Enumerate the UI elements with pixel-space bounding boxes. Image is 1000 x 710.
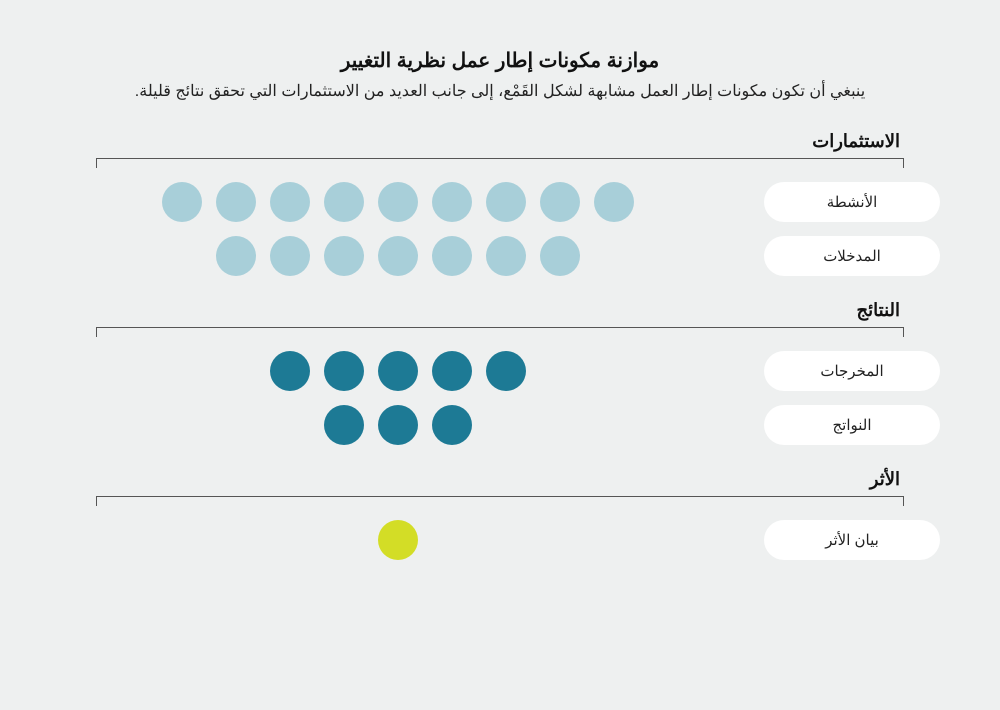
dot bbox=[486, 236, 526, 276]
dot bbox=[432, 405, 472, 445]
dot bbox=[324, 236, 364, 276]
funnel-row: المخرجات bbox=[60, 351, 940, 391]
dot-area bbox=[60, 236, 736, 276]
dot bbox=[378, 236, 418, 276]
dot bbox=[270, 236, 310, 276]
row-label-pill: بيان الأثر bbox=[764, 520, 940, 560]
funnel-diagram: الاستثمارات الأنشطة المدخلات النتائج المخرجا… bbox=[60, 131, 940, 560]
dot bbox=[216, 236, 256, 276]
dot bbox=[432, 236, 472, 276]
dot bbox=[324, 182, 364, 222]
dot-area bbox=[60, 405, 736, 445]
funnel-row: المدخلات bbox=[60, 236, 940, 276]
section-bracket bbox=[96, 158, 904, 168]
dot bbox=[432, 182, 472, 222]
section: الاستثمارات الأنشطة المدخلات bbox=[60, 131, 940, 276]
funnel-row: النواتج bbox=[60, 405, 940, 445]
section-bracket bbox=[96, 327, 904, 337]
dot bbox=[324, 351, 364, 391]
dot bbox=[270, 351, 310, 391]
section: النتائج المخرجات النواتج bbox=[60, 300, 940, 445]
section-label: النتائج bbox=[60, 300, 940, 321]
row-label-pill: الأنشطة bbox=[764, 182, 940, 222]
section-label: الاستثمارات bbox=[60, 131, 940, 152]
header: موازنة مكونات إطار عمل نظرية التغيير ينب… bbox=[60, 48, 940, 101]
row-label-pill: المخرجات bbox=[764, 351, 940, 391]
section-bracket bbox=[96, 496, 904, 506]
funnel-row: بيان الأثر bbox=[60, 520, 940, 560]
dot-area bbox=[60, 351, 736, 391]
dot-area bbox=[60, 182, 736, 222]
dot bbox=[270, 182, 310, 222]
row-label-pill: النواتج bbox=[764, 405, 940, 445]
dot bbox=[378, 351, 418, 391]
funnel-row: الأنشطة bbox=[60, 182, 940, 222]
dot bbox=[594, 182, 634, 222]
dot bbox=[540, 182, 580, 222]
dot bbox=[486, 351, 526, 391]
dot bbox=[486, 182, 526, 222]
dot bbox=[540, 236, 580, 276]
dot-area bbox=[60, 520, 736, 560]
dot bbox=[324, 405, 364, 445]
dot bbox=[432, 351, 472, 391]
section: الأثر بيان الأثر bbox=[60, 469, 940, 560]
dot bbox=[162, 182, 202, 222]
page-title: موازنة مكونات إطار عمل نظرية التغيير bbox=[60, 48, 940, 73]
dot bbox=[378, 182, 418, 222]
dot bbox=[216, 182, 256, 222]
dot bbox=[378, 520, 418, 560]
dot bbox=[378, 405, 418, 445]
page-subtitle: ينبغي أن تكون مكونات إطار العمل مشابهة ل… bbox=[60, 81, 940, 101]
row-label-pill: المدخلات bbox=[764, 236, 940, 276]
section-label: الأثر bbox=[60, 469, 940, 490]
